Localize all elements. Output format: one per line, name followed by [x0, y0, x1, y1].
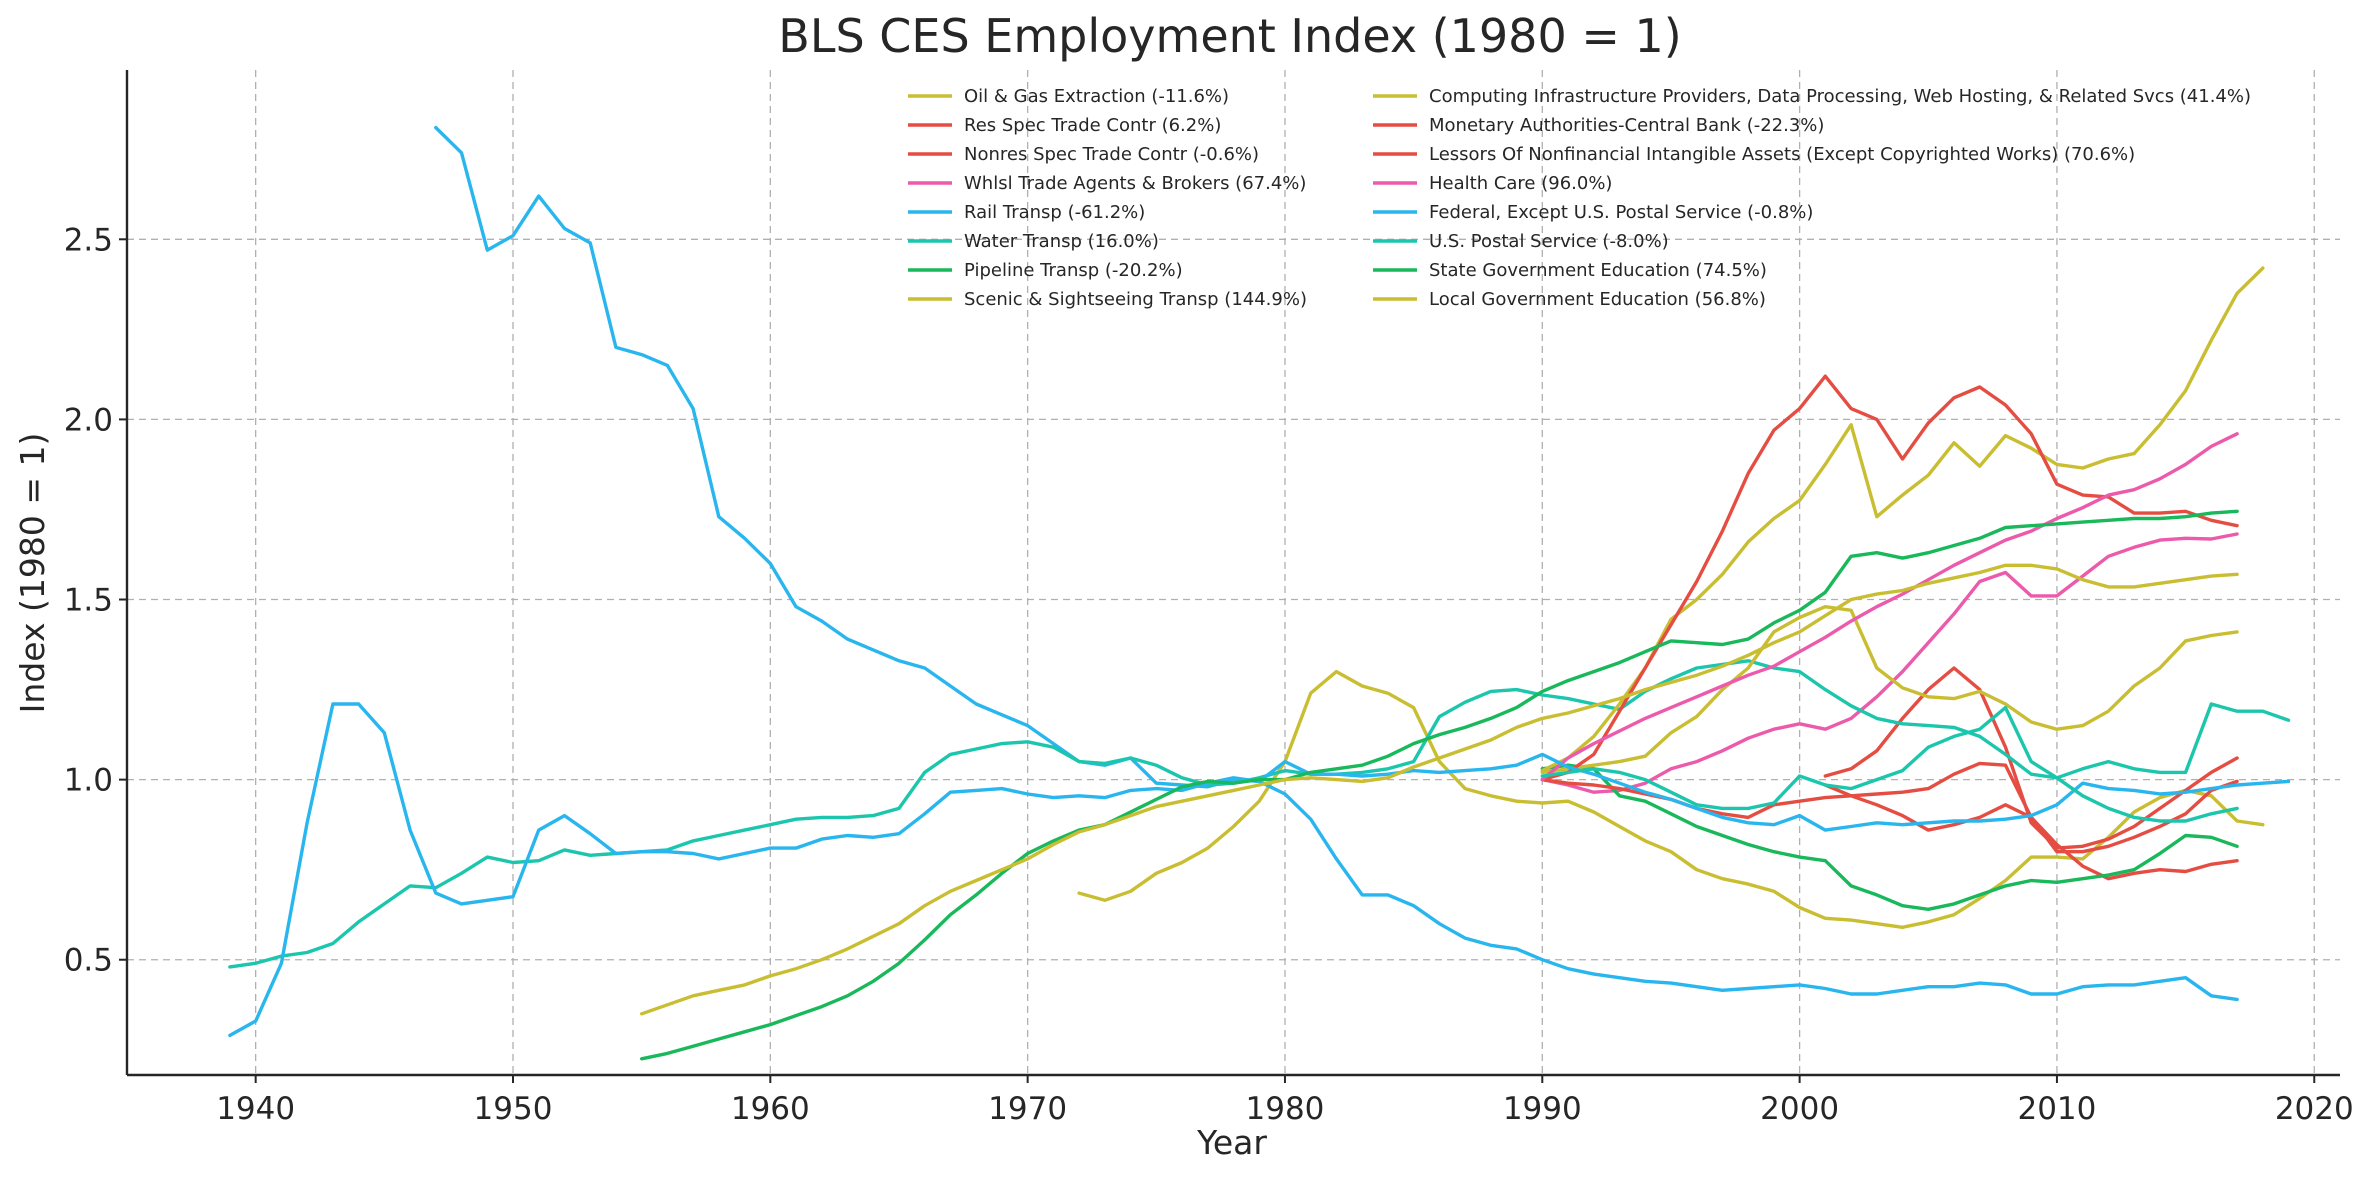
y-axis-title: Index (1980 = 1) [13, 433, 52, 714]
x-tick-label: 1950 [474, 1091, 553, 1127]
axes [125, 70, 2340, 1077]
legend-label: Monetary Authorities-Central Bank (-22.3… [1429, 115, 1824, 136]
legend-label: Computing Infrastructure Providers, Data… [1429, 86, 2251, 107]
legend-item: Pipeline Transp (-20.2%) [908, 260, 1183, 281]
series-line [640, 563, 2239, 1016]
x-tick-label: 1960 [731, 1091, 810, 1127]
legend-item: State Government Education (74.5%) [1373, 260, 1767, 281]
chart-title: BLS CES Employment Index (1980 = 1) [778, 9, 1681, 63]
x-axis-title: Year [1196, 1123, 1267, 1162]
legend-label: Lessors Of Nonfinancial Intangible Asset… [1429, 144, 2135, 165]
series-lines [228, 125, 2291, 1061]
legend-item: Lessors Of Nonfinancial Intangible Asset… [1373, 144, 2135, 165]
legend-item: Scenic & Sightseeing Transp (144.9%) [908, 289, 1307, 310]
legend-item: Federal, Except U.S. Postal Service (-0.… [1373, 202, 1813, 223]
series-line [1540, 266, 2265, 773]
legend-item: Computing Infrastructure Providers, Data… [1373, 86, 2251, 107]
legend-item: Rail Transp (-61.2%) [908, 202, 1145, 223]
series-line [1540, 705, 2239, 823]
legend-label: Nonres Spec Trade Contr (-0.6%) [964, 144, 1259, 165]
legend-item: Res Spec Trade Contr (6.2%) [908, 115, 1221, 136]
legend-label: U.S. Postal Service (-8.0%) [1429, 231, 1669, 252]
x-tick-label: 2020 [2275, 1091, 2354, 1127]
legend-label: Local Government Education (56.8%) [1429, 289, 1766, 310]
legend-item: Water Transp (16.0%) [908, 231, 1159, 252]
x-tick-label: 1990 [1503, 1091, 1582, 1127]
series-line [1077, 669, 2265, 929]
y-tick-label: 0.5 [64, 943, 113, 979]
y-axis-ticks: 0.5 1.0 1.5 2.0 2.5 [64, 222, 127, 979]
y-tick-label: 1.0 [64, 763, 113, 799]
grid [127, 70, 2340, 1075]
y-tick-label: 2.5 [64, 222, 113, 258]
x-tick-label: 1970 [988, 1091, 1067, 1127]
legend-label: Oil & Gas Extraction (-11.6%) [964, 86, 1229, 107]
legend-label: Pipeline Transp (-20.2%) [964, 260, 1183, 281]
series-line [640, 509, 2239, 1061]
legend-item: Monetary Authorities-Central Bank (-22.3… [1373, 115, 1824, 136]
series-line [228, 702, 2291, 1038]
legend-label: State Government Education (74.5%) [1429, 260, 1767, 281]
legend-label: Scenic & Sightseeing Transp (144.9%) [964, 289, 1307, 310]
series-line [1540, 605, 2239, 775]
y-tick-label: 1.5 [64, 583, 113, 619]
legend-item: Health Care (96.0%) [1373, 173, 1612, 194]
x-tick-label: 1940 [216, 1091, 295, 1127]
legend: Oil & Gas Extraction (-11.6%) Res Spec Tr… [908, 86, 2251, 310]
legend-item: Oil & Gas Extraction (-11.6%) [908, 86, 1229, 107]
legend-label: Water Transp (16.0%) [964, 231, 1159, 252]
x-tick-label: 2010 [2017, 1091, 2096, 1127]
legend-label: Rail Transp (-61.2%) [964, 202, 1145, 223]
series-line [1540, 532, 2239, 794]
x-axis-ticks: 1940 1950 1960 1970 1980 1990 2000 2010 2020 [216, 1075, 2354, 1127]
legend-label: Health Care (96.0%) [1429, 173, 1612, 194]
x-tick-label: 1980 [1246, 1091, 1325, 1127]
series-line [228, 659, 2291, 969]
legend-item: Local Government Education (56.8%) [1373, 289, 1766, 310]
legend-item: U.S. Postal Service (-8.0%) [1373, 231, 1669, 252]
series-line [1540, 432, 2239, 782]
series-line [1823, 666, 2239, 850]
series-line [1540, 763, 2239, 911]
legend-label: Whlsl Trade Agents & Brokers (67.4%) [964, 173, 1306, 194]
x-tick-label: 2000 [1760, 1091, 1839, 1127]
legend-label: Federal, Except U.S. Postal Service (-0.… [1429, 202, 1813, 223]
legend-item: Whlsl Trade Agents & Brokers (67.4%) [908, 173, 1306, 194]
series-line [434, 125, 2239, 1002]
legend-label: Res Spec Trade Contr (6.2%) [964, 115, 1221, 136]
y-tick-label: 2.0 [64, 402, 113, 438]
legend-item: Nonres Spec Trade Contr (-0.6%) [908, 144, 1259, 165]
